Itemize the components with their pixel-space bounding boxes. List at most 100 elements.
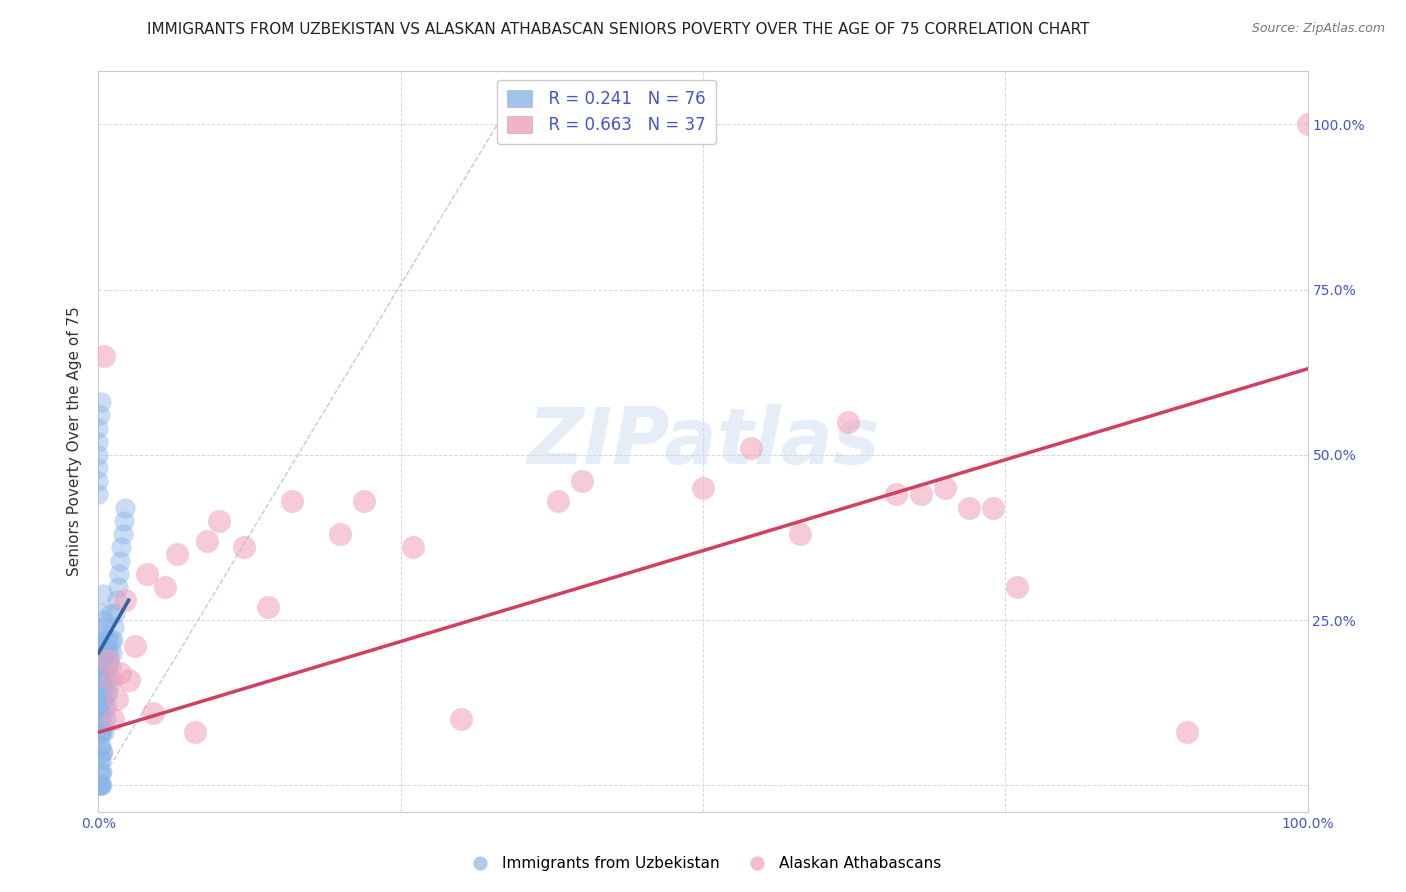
Point <box>89 698 111 713</box>
Point <box>94 659 117 673</box>
Point <box>90 765 112 780</box>
Point <box>208 514 231 528</box>
Legend: Immigrants from Uzbekistan, Alaskan Athabascans: Immigrants from Uzbekistan, Alaskan Atha… <box>458 850 948 877</box>
Point <box>97 659 120 673</box>
Point <box>87 778 110 792</box>
Point <box>837 415 859 429</box>
Point <box>981 500 1004 515</box>
Point <box>89 752 111 766</box>
Point <box>1296 117 1319 131</box>
Point <box>93 646 115 660</box>
Point <box>93 673 115 687</box>
Legend:   R = 0.241   N = 76,   R = 0.663   N = 37: R = 0.241 N = 76, R = 0.663 N = 37 <box>496 79 716 145</box>
Point <box>281 494 304 508</box>
Point <box>740 441 762 455</box>
Point <box>108 665 131 680</box>
Point <box>110 541 132 555</box>
Point <box>1175 725 1198 739</box>
Point <box>91 725 114 739</box>
Point <box>135 566 157 581</box>
Point <box>91 586 114 600</box>
Point <box>91 607 114 621</box>
Point <box>90 712 112 726</box>
Point <box>934 481 956 495</box>
Point <box>91 719 114 733</box>
Point <box>114 593 136 607</box>
Point <box>232 541 254 555</box>
Point <box>87 461 110 475</box>
Point <box>94 632 117 647</box>
Text: IMMIGRANTS FROM UZBEKISTAN VS ALASKAN ATHABASCAN SENIORS POVERTY OVER THE AGE OF: IMMIGRANTS FROM UZBEKISTAN VS ALASKAN AT… <box>148 22 1090 37</box>
Point <box>142 706 165 720</box>
Point <box>114 500 136 515</box>
Point <box>87 487 110 501</box>
Point <box>89 778 111 792</box>
Point <box>91 613 114 627</box>
Point <box>789 527 811 541</box>
Point <box>547 494 569 508</box>
Point <box>98 673 121 687</box>
Point <box>402 541 425 555</box>
Point <box>111 527 134 541</box>
Point <box>96 698 118 713</box>
Point <box>571 474 593 488</box>
Point <box>256 599 278 614</box>
Point <box>93 725 115 739</box>
Point <box>89 739 111 753</box>
Point <box>93 349 115 363</box>
Point <box>91 686 114 700</box>
Point <box>98 646 121 660</box>
Point <box>329 527 352 541</box>
Y-axis label: Seniors Poverty Over the Age of 75: Seniors Poverty Over the Age of 75 <box>67 307 83 576</box>
Point <box>105 692 128 706</box>
Point <box>101 712 124 726</box>
Point <box>90 653 112 667</box>
Point <box>90 752 112 766</box>
Point <box>90 692 112 706</box>
Point <box>153 580 176 594</box>
Point <box>91 646 114 660</box>
Point <box>108 553 131 567</box>
Point <box>100 659 122 673</box>
Point <box>90 725 112 739</box>
Point <box>91 640 114 654</box>
Point <box>91 665 114 680</box>
Point <box>91 765 114 780</box>
Text: ZIPatlas: ZIPatlas <box>527 403 879 480</box>
Point <box>89 408 111 422</box>
Point <box>100 607 122 621</box>
Point <box>91 706 114 720</box>
Point <box>90 778 112 792</box>
Point <box>90 739 112 753</box>
Text: Source: ZipAtlas.com: Source: ZipAtlas.com <box>1251 22 1385 36</box>
Point <box>87 448 110 462</box>
Point <box>89 725 111 739</box>
Point <box>957 500 980 515</box>
Point <box>112 514 135 528</box>
Point <box>353 494 375 508</box>
Point <box>94 686 117 700</box>
Point <box>97 653 120 667</box>
Point <box>100 632 122 647</box>
Point <box>195 533 218 548</box>
Point <box>103 620 125 634</box>
Point <box>166 547 188 561</box>
Point <box>94 712 117 726</box>
Point <box>101 632 124 647</box>
Point <box>89 765 111 780</box>
Point <box>91 626 114 640</box>
Point <box>100 646 122 660</box>
Point <box>107 580 129 594</box>
Point <box>89 778 111 792</box>
Point <box>89 712 111 726</box>
Point <box>91 665 114 680</box>
Point <box>1007 580 1029 594</box>
Point <box>910 487 932 501</box>
Point <box>105 593 128 607</box>
Point <box>96 646 118 660</box>
Point <box>97 632 120 647</box>
Point <box>87 421 110 435</box>
Point <box>886 487 908 501</box>
Point <box>91 745 114 759</box>
Point <box>118 673 141 687</box>
